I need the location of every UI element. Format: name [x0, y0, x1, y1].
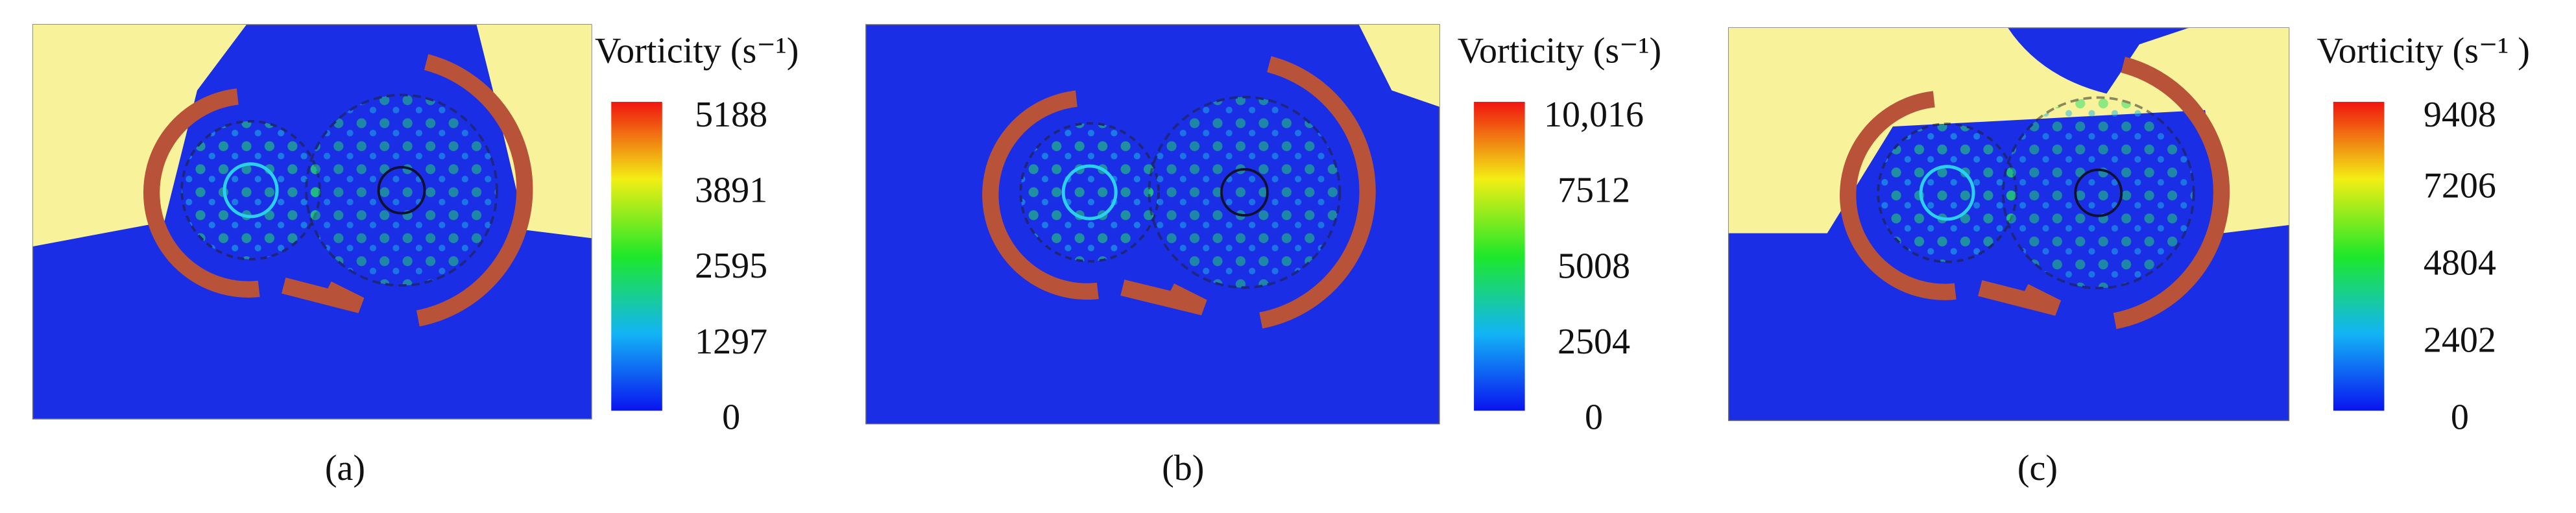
colorbar-tick-label: 9408 [2424, 95, 2496, 135]
colorbar-title: Vorticity (s⁻¹) [1458, 30, 1661, 71]
simulation-image [1727, 27, 2290, 422]
housing-right [416, 54, 533, 327]
colorbar [611, 102, 662, 411]
small-gear [1019, 122, 1160, 263]
housing-left [982, 90, 1099, 300]
air-region [32, 24, 592, 246]
housing-left [1840, 91, 1956, 300]
colorbar-title: Vorticity (s⁻¹ ) [2317, 30, 2530, 71]
colorbar [1474, 102, 1525, 411]
small-hub [223, 162, 279, 219]
colorbar-tick-label: 1297 [695, 322, 767, 362]
panel-label: (b) [1162, 448, 1204, 488]
small-hub [1919, 165, 1975, 221]
colorbar-tick-label: 7512 [1558, 171, 1630, 211]
colorbar-tick-label: 4804 [2424, 243, 2496, 283]
small-gear [1877, 123, 2017, 263]
colorbar-tick-label: 2595 [695, 246, 767, 286]
housing-bottom [1978, 280, 2062, 316]
colorbar-tick-label: 5008 [1558, 246, 1630, 286]
large-gear [305, 93, 498, 287]
colorbar-tick-label: 7206 [2424, 165, 2496, 206]
housing-bottom [282, 277, 365, 313]
colorbar-tick-label: 3891 [695, 171, 767, 211]
colorbar-tick-label: 10,016 [1544, 95, 1644, 135]
colorbar-tick-label: 0 [722, 397, 740, 437]
large-hub [2074, 168, 2123, 217]
simulation-image [32, 24, 592, 420]
fluid-domain [865, 24, 1440, 425]
colorbar-tick-label: 5188 [695, 95, 767, 135]
colorbar-tick-label: 2504 [1558, 322, 1630, 362]
housing-right [2113, 56, 2230, 329]
housing-left [143, 88, 260, 298]
colorbar-title: Vorticity (s⁻¹) [595, 30, 799, 71]
simulation-image [865, 24, 1440, 425]
panel-label: (c) [2017, 448, 2058, 488]
housing-right [1259, 56, 1376, 329]
small-hub [1061, 164, 1118, 221]
large-gear [2001, 96, 2195, 290]
small-gear [180, 120, 321, 261]
housing-bottom [1120, 280, 1207, 316]
air-region [1358, 24, 1439, 107]
colorbar-tick-label: 0 [2451, 397, 2469, 437]
colorbar-tick-label: 0 [1585, 397, 1603, 437]
colorbar [2333, 102, 2385, 411]
large-hub [377, 165, 426, 215]
panel-label: (a) [325, 448, 365, 488]
large-gear [1148, 95, 1342, 289]
large-hub [1220, 168, 1269, 217]
colorbar-tick-label: 2402 [2424, 320, 2496, 360]
